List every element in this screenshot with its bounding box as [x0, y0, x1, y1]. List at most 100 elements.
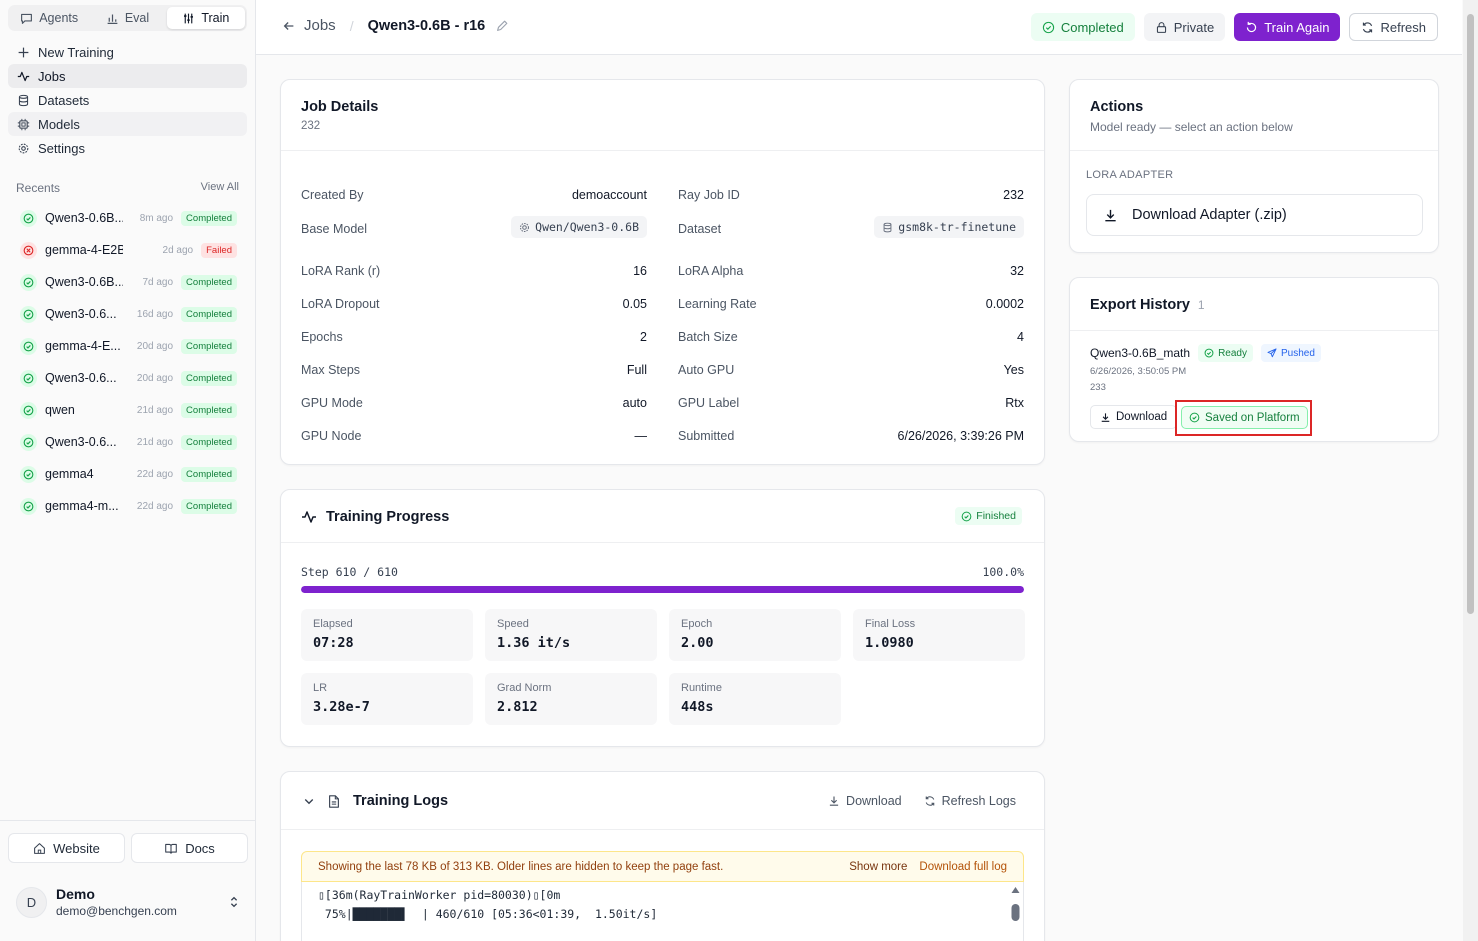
view-all-link[interactable]: View All	[200, 181, 239, 193]
download-adapter-button[interactable]: Download Adapter (.zip)	[1086, 194, 1423, 236]
base-model-chip[interactable]: Qwen/Qwen3-0.6B	[511, 216, 647, 238]
refresh-button[interactable]: Refresh	[1349, 13, 1438, 41]
recent-item[interactable]: Qwen3-0.6... 16d ago Completed	[8, 298, 247, 330]
progress-percent: 100.0%	[982, 565, 1024, 579]
sidebar-item-models[interactable]: Models	[8, 112, 247, 136]
recent-status-badge: Completed	[181, 498, 237, 514]
export-download-button[interactable]: Download	[1090, 405, 1178, 429]
dataset-chip[interactable]: gsm8k-tr-finetune	[874, 216, 1024, 238]
divider	[281, 829, 1044, 830]
recent-item[interactable]: Qwen3-0.6... 21d ago Completed	[8, 426, 247, 458]
check-circle-icon	[20, 273, 37, 291]
recents-label: Recents	[16, 181, 61, 195]
arrow-left-icon	[282, 19, 296, 33]
send-icon	[1267, 348, 1277, 358]
log-banner-text: Showing the last 78 KB of 313 KB. Older …	[318, 860, 724, 873]
export-item-header: Qwen3-0.6B_math Ready Pushed	[1090, 344, 1321, 362]
refresh-label: Refresh	[1380, 19, 1426, 35]
recent-time: 7d ago	[142, 276, 174, 288]
recent-item[interactable]: Qwen3-0.6B... 7d ago Completed	[8, 266, 247, 298]
status-badge: Completed	[1030, 13, 1135, 41]
recent-item[interactable]: gemma4-m... 22d ago Completed	[8, 490, 247, 522]
detail-value: —	[634, 429, 648, 443]
tab-train-label: Train	[201, 11, 230, 25]
recent-name: Qwen3-0.6...	[45, 371, 117, 385]
logs-download-button[interactable]: Download	[828, 794, 902, 808]
recent-time: 20d ago	[136, 340, 174, 352]
private-label: Private	[1173, 19, 1215, 35]
stat-tile: Grad Norm 2.812	[485, 673, 657, 725]
tab-eval[interactable]: Eval	[88, 7, 166, 29]
recent-name: Qwen3-0.6...	[45, 307, 117, 321]
recent-item[interactable]: gemma-4-E2B-it... 2d ago Failed	[8, 234, 247, 266]
log-output[interactable]: ▯[36m(RayTrainWorker pid=80030)▯[0m 75%|…	[301, 882, 1024, 941]
saved-on-platform-button[interactable]: Saved on Platform	[1181, 406, 1308, 429]
ready-label: Ready	[1218, 347, 1247, 359]
rotate-ccw-icon	[1245, 21, 1258, 34]
home-icon	[33, 842, 46, 855]
tab-agents[interactable]: Agents	[10, 7, 88, 29]
recent-item[interactable]: Qwen3-0.6... 20d ago Completed	[8, 362, 247, 394]
recent-time: 21d ago	[136, 404, 174, 416]
detail-label: Learning Rate	[678, 297, 757, 311]
sidebar-item-jobs[interactable]: Jobs	[8, 64, 247, 88]
highlight-box	[1175, 400, 1312, 436]
docs-button[interactable]: Docs	[131, 833, 248, 863]
book-icon	[164, 842, 178, 855]
recent-status-badge: Failed	[201, 242, 237, 258]
train-again-button[interactable]: Train Again	[1234, 13, 1341, 41]
check-circle-icon	[20, 433, 37, 451]
tab-train[interactable]: Train	[166, 7, 245, 29]
detail-value: 16	[633, 264, 647, 278]
recent-name: gemma4	[45, 467, 94, 481]
page-scrollbar[interactable]	[1463, 0, 1478, 941]
recent-time: 21d ago	[136, 436, 174, 448]
scrollbar-thumb[interactable]	[1467, 14, 1474, 614]
recent-item[interactable]: qwen 21d ago Completed	[8, 394, 247, 426]
private-button[interactable]: Private	[1143, 13, 1226, 41]
log-scrollbar[interactable]	[1011, 886, 1020, 926]
recent-name: gemma-4-E2B-it...	[45, 243, 123, 257]
website-button[interactable]: Website	[8, 833, 125, 863]
show-more-link[interactable]: Show more	[849, 860, 908, 873]
download-icon	[1103, 208, 1118, 223]
detail-label: LoRA Dropout	[301, 297, 380, 311]
recent-item[interactable]: Qwen3-0.6B... 8m ago Completed	[8, 202, 247, 234]
finished-label: Finished	[976, 510, 1016, 522]
sidebar-item-datasets[interactable]: Datasets	[8, 88, 247, 112]
lora-adapter-section-label: LORA ADAPTER	[1086, 169, 1174, 181]
actions-subtitle: Model ready — select an action below	[1090, 120, 1293, 134]
stat-value: 07:28	[313, 635, 354, 651]
sidebar-item-new-training[interactable]: New Training	[8, 40, 247, 64]
recent-time: 22d ago	[136, 500, 174, 512]
detail-label: GPU Mode	[301, 396, 363, 410]
detail-value: 6/26/2026, 3:39:26 PM	[897, 429, 1024, 443]
user-menu[interactable]: D Demo demo@benchgen.com	[16, 885, 240, 919]
recent-status-badge: Completed	[181, 274, 237, 290]
sidebar-item-settings[interactable]: Settings	[8, 136, 247, 160]
chip-label: Qwen/Qwen3-0.6B	[535, 220, 639, 234]
check-circle-icon	[20, 497, 37, 515]
stat-tile: Speed 1.36 it/s	[485, 609, 657, 661]
recent-item[interactable]: gemma-4-E... 20d ago Completed	[8, 330, 247, 362]
download-full-log-link[interactable]: Download full log	[919, 860, 1007, 873]
database-icon	[882, 222, 893, 233]
activity-icon	[301, 509, 317, 525]
chevron-updown-icon[interactable]	[228, 895, 240, 909]
back-to-jobs-link[interactable]: Jobs	[282, 17, 336, 34]
chat-icon	[20, 12, 33, 25]
recent-item[interactable]: gemma4 22d ago Completed	[8, 458, 247, 490]
chevron-down-icon[interactable]	[303, 795, 315, 807]
breadcrumb: Jobs / Qwen3-0.6B - r16	[282, 17, 509, 34]
status-label: Completed	[1060, 19, 1124, 35]
recent-status-badge: Completed	[181, 210, 237, 226]
detail-label: Max Steps	[301, 363, 361, 377]
activity-icon	[17, 70, 30, 83]
pencil-icon[interactable]	[495, 19, 509, 33]
stat-value: 3.28e-7	[313, 699, 370, 715]
stat-tile: LR 3.28e-7	[301, 673, 473, 725]
detail-value: 2	[640, 330, 647, 344]
refresh-logs-button[interactable]: Refresh Logs	[924, 794, 1016, 808]
sidebar-item-label: Settings	[38, 140, 85, 156]
user-name: Demo	[56, 886, 95, 902]
